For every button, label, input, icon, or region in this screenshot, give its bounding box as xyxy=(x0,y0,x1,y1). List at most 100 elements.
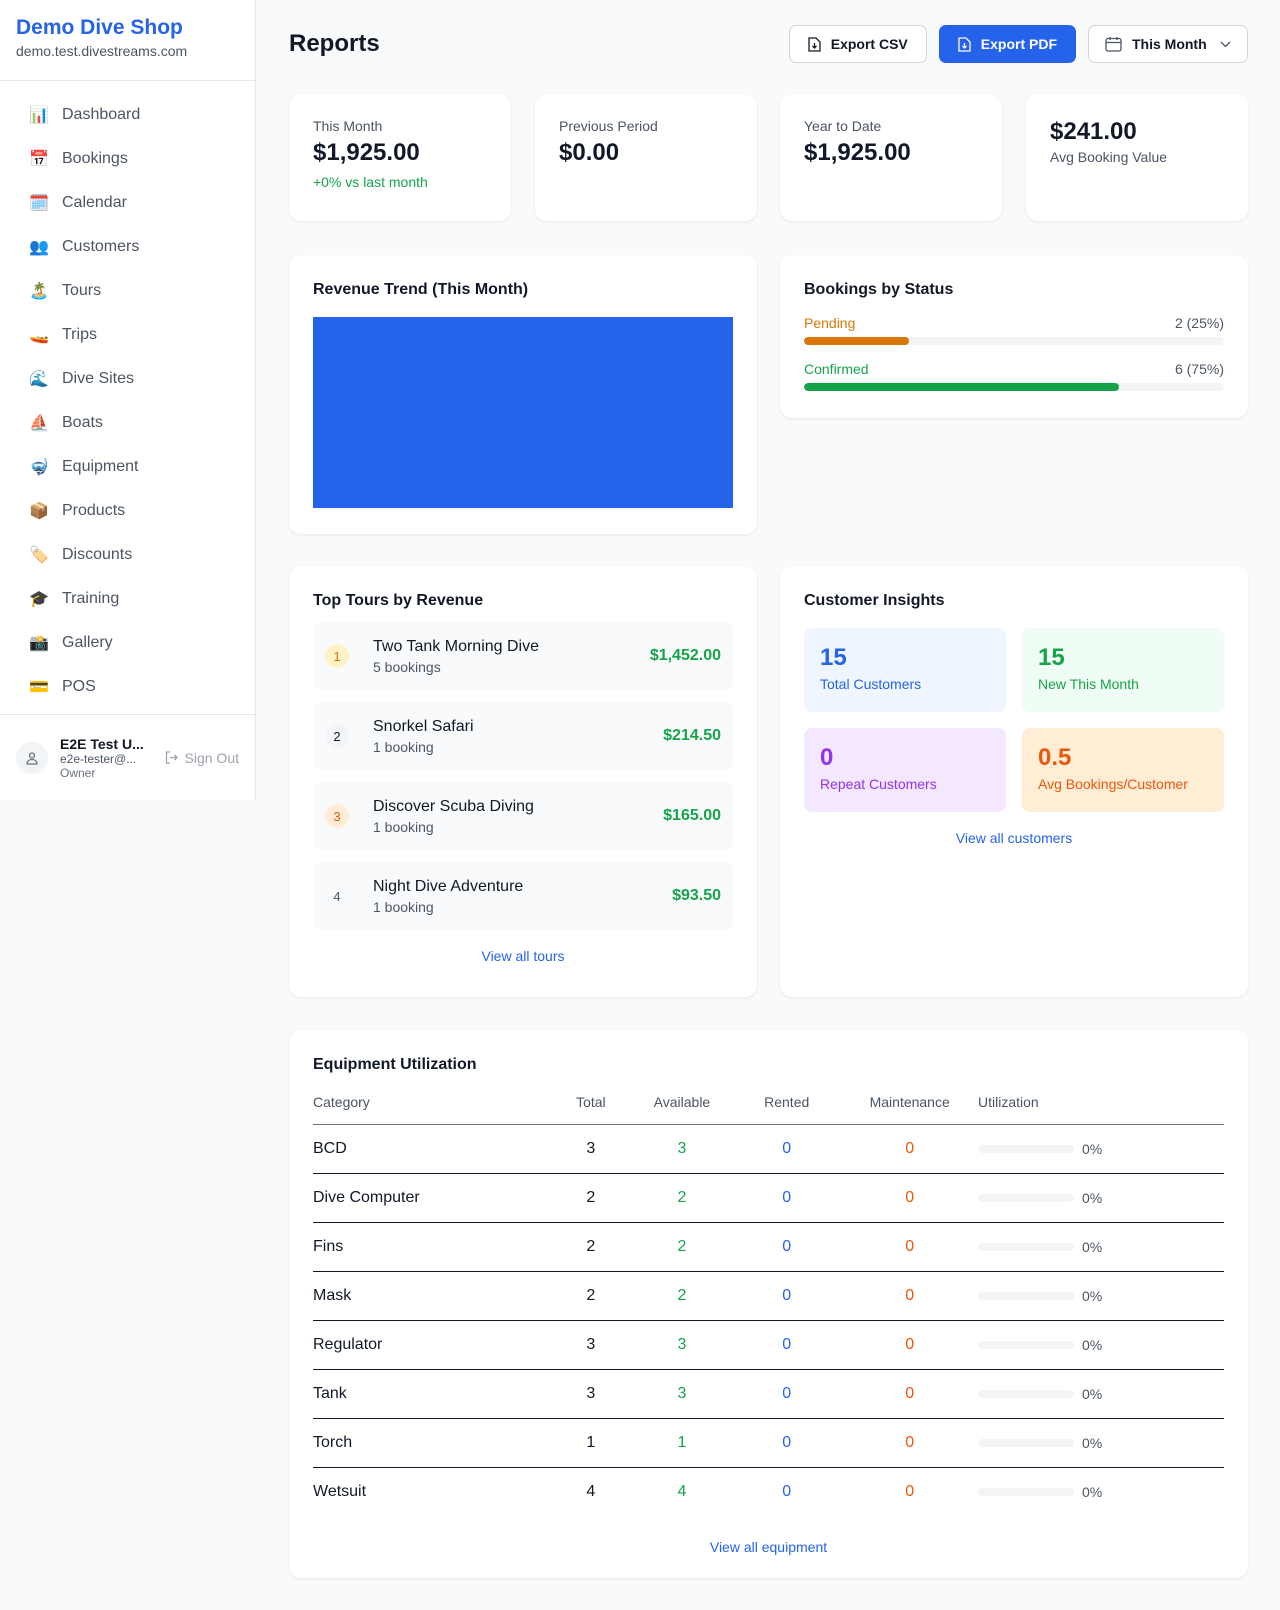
tour-rank-badge: 1 xyxy=(325,644,349,668)
view-all-customers-link[interactable]: View all customers xyxy=(955,830,1073,846)
stat-value: $1,925.00 xyxy=(313,139,420,166)
user-name: E2E Test U... xyxy=(60,735,144,752)
revenue-trend-bar xyxy=(313,317,733,508)
utilization-percent: 0% xyxy=(1082,1385,1103,1402)
equipment-category: Tank xyxy=(313,1369,550,1419)
page-title: Reports xyxy=(289,30,380,57)
export-pdf-button[interactable]: Export PDF xyxy=(938,25,1076,63)
tour-item[interactable]: 1 Two Tank Morning Dive 5 bookings $1,452.0… xyxy=(313,622,733,690)
tour-item[interactable]: 2 Snorkel Safari 1 booking $214.50 xyxy=(313,702,733,770)
sidebar-item-dive-sites[interactable]: 🌊 Dive Sites xyxy=(0,357,255,401)
sidebar-item-customers[interactable]: 👥 Customers xyxy=(0,225,255,269)
equipment-rented: 0 xyxy=(732,1271,842,1321)
equipment-available: 3 xyxy=(631,1369,733,1419)
boats-icon: ⛵ xyxy=(29,415,49,432)
status-count: 6 (75%) xyxy=(1174,361,1224,377)
revenue-trend-title: Revenue Trend (This Month) xyxy=(313,281,529,298)
view-all-equipment-link[interactable]: View all equipment xyxy=(709,1538,828,1555)
sidebar-item-calendar[interactable]: 🗓️ Calendar xyxy=(0,181,255,225)
sidebar-nav: 📊 Dashboard 📅 Bookings 🗓️ Calendar 👥 Customers 🏝… xyxy=(0,81,255,709)
insight-value: 15 xyxy=(820,644,847,671)
sidebar-item-trips[interactable]: 🚤 Trips xyxy=(0,313,255,357)
equipment-utilization-card: Equipment Utilization Category Total Avail… xyxy=(289,1030,1248,1578)
file-download-icon xyxy=(808,36,821,52)
sidebar-item-gallery[interactable]: 📸 Gallery xyxy=(0,621,255,665)
sidebar-item-pos[interactable]: 💳 POS xyxy=(0,665,255,709)
table-row: Wetsuit 4 4 0 0 0% xyxy=(313,1468,1224,1517)
tour-revenue: $214.50 xyxy=(663,727,721,744)
tours-icon: 🏝️ xyxy=(29,283,49,300)
equipment-maintenance: 0 xyxy=(841,1320,978,1370)
sidebar-item-dashboard[interactable]: 📊 Dashboard xyxy=(0,93,255,137)
sidebar-item-training[interactable]: 🎓 Training xyxy=(0,577,255,621)
chevron-down-icon xyxy=(1220,41,1231,47)
tour-revenue: $93.50 xyxy=(672,887,721,904)
equipment-category: Regulator xyxy=(313,1320,550,1370)
insight-tile-new-this-month: 15 New This Month xyxy=(1022,628,1224,712)
column-header: Category xyxy=(313,1094,550,1125)
equipment-total: 2 xyxy=(549,1271,632,1321)
main-content: Reports Export CSV Export PDF This Month… xyxy=(289,0,1248,1578)
stat-card-avg-booking: $241.00 Avg Booking Value xyxy=(1026,94,1248,221)
sidebar-item-label: Calendar xyxy=(62,194,127,211)
insight-value: 15 xyxy=(1038,644,1065,671)
sidebar-item-boats[interactable]: ⛵ Boats xyxy=(0,401,255,445)
insight-tile-repeat-customers: 0 Repeat Customers xyxy=(804,728,1006,812)
user-email: e2e-tester@... xyxy=(60,751,137,766)
sidebar-item-discounts[interactable]: 🏷️ Discounts xyxy=(0,533,255,577)
stat-label: Avg Booking Value xyxy=(1050,149,1168,165)
sidebar-item-label: Boats xyxy=(62,414,103,431)
customer-insights-title: Customer Insights xyxy=(804,592,945,609)
table-row: BCD 3 3 0 0 0% xyxy=(313,1124,1224,1174)
utilization-bar xyxy=(978,1193,1074,1202)
equipment-category: Dive Computer xyxy=(313,1173,550,1223)
status-progress-bar xyxy=(804,383,1224,391)
tour-item[interactable]: 4 Night Dive Adventure 1 booking $93.50 xyxy=(313,862,733,930)
utilization-percent: 0% xyxy=(1082,1189,1103,1206)
trips-icon: 🚤 xyxy=(29,327,49,344)
view-all-tours-link[interactable]: View all tours xyxy=(481,948,565,964)
table-row: Torch 1 1 0 0 0% xyxy=(313,1418,1224,1468)
sidebar-item-bookings[interactable]: 📅 Bookings xyxy=(0,137,255,181)
insight-label: New This Month xyxy=(1038,676,1139,692)
equipment-available: 4 xyxy=(677,1483,687,1501)
calendar-icon: 🗓️ xyxy=(29,195,49,212)
equipment-available: 2 xyxy=(631,1222,733,1272)
sign-out-button[interactable]: Sign Out xyxy=(164,750,239,766)
period-select[interactable]: This Month xyxy=(1088,25,1248,63)
sidebar-item-products[interactable]: 📦 Products xyxy=(0,489,255,533)
sidebar-item-equipment[interactable]: 🤿 Equipment xyxy=(0,445,255,489)
user-panel: E2E Test U... e2e-tester@... Owner Sign … xyxy=(0,714,255,800)
status-count: 2 (25%) xyxy=(1174,315,1224,331)
sidebar-item-tours[interactable]: 🏝️ Tours xyxy=(0,269,255,313)
tour-bookings: 1 booking xyxy=(373,738,434,755)
sidebar-item-label: Discounts xyxy=(62,546,133,563)
sidebar-item-label: POS xyxy=(62,678,96,695)
period-label: This Month xyxy=(1132,36,1207,52)
equipment-total: 2 xyxy=(549,1173,632,1223)
user-icon xyxy=(16,741,48,774)
stat-change: +0% vs last month xyxy=(313,174,428,190)
utilization-bar xyxy=(978,1438,1074,1447)
status-progress-fill xyxy=(804,383,1119,391)
export-csv-button[interactable]: Export CSV xyxy=(788,25,927,63)
export-csv-label: Export CSV xyxy=(830,36,908,52)
status-progress-bar xyxy=(804,337,1224,345)
equipment-category: Torch xyxy=(313,1418,550,1468)
insight-label: Avg Bookings/Customer xyxy=(1038,776,1188,792)
top-tours-title: Top Tours by Revenue xyxy=(313,592,484,609)
column-header: Available xyxy=(631,1094,733,1125)
tour-revenue: $1,452.00 xyxy=(649,647,721,664)
shop-name[interactable]: Demo Dive Shop xyxy=(16,16,183,39)
customer-insights-card: Customer Insights 15 Total Customers 15 New… xyxy=(780,566,1248,997)
equipment-available: 3 xyxy=(631,1124,733,1174)
equipment-maintenance: 0 xyxy=(841,1418,978,1468)
tour-item[interactable]: 3 Discover Scuba Diving 1 booking $165.00 xyxy=(313,782,733,850)
tour-name: Snorkel Safari xyxy=(373,717,474,735)
column-header: Maintenance xyxy=(841,1094,978,1125)
customers-icon: 👥 xyxy=(29,239,49,256)
equipment-rented: 0 xyxy=(732,1320,842,1370)
sign-out-label: Sign Out xyxy=(184,749,239,766)
utilization-bar xyxy=(978,1144,1074,1153)
column-header: Utilization xyxy=(978,1094,1224,1125)
